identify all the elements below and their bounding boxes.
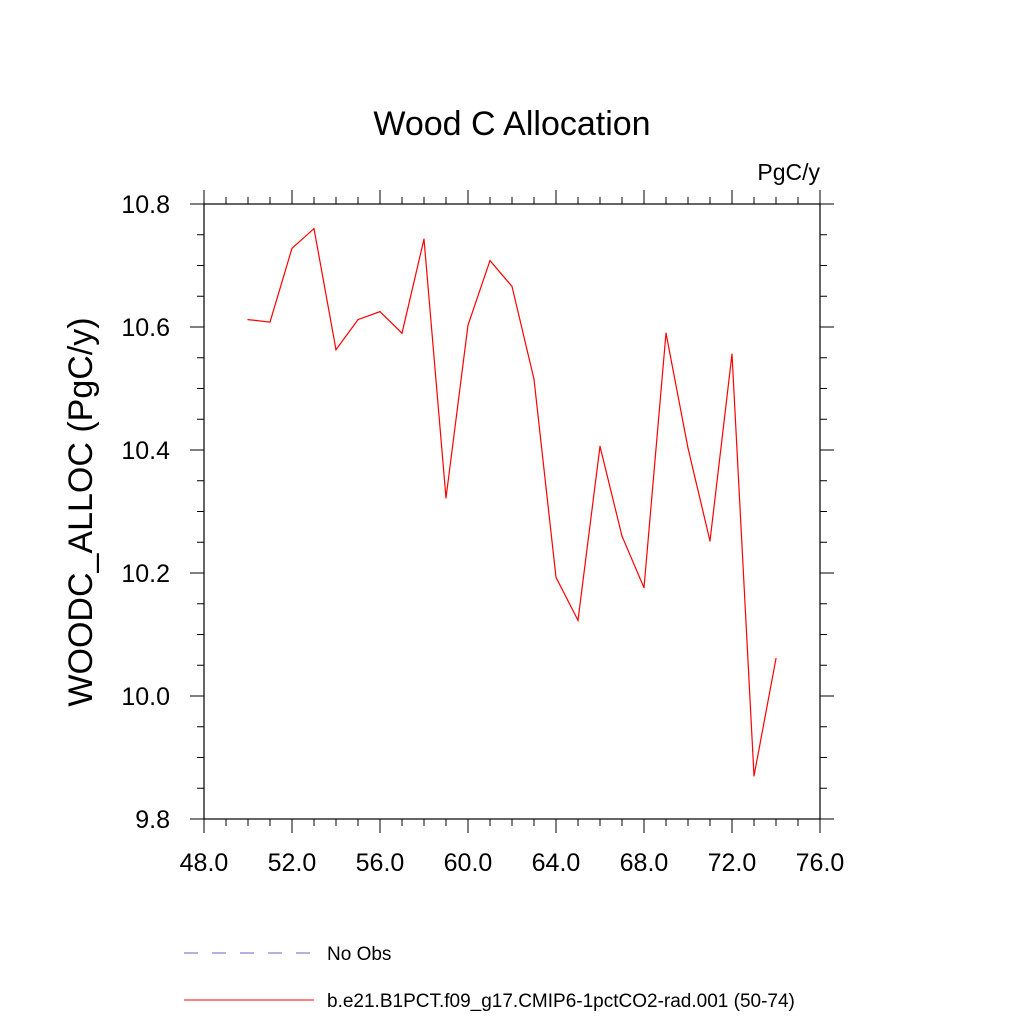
- legend-label-0: No Obs: [327, 944, 391, 965]
- x-tick-label: 76.0: [796, 849, 845, 877]
- data-point: [379, 311, 381, 313]
- chart-title: Wood C Allocation: [373, 105, 650, 143]
- y-axis-label: WOODC_ALLOC (PgC/y): [62, 317, 100, 706]
- x-tick-label: 48.0: [180, 849, 229, 877]
- data-point: [247, 319, 249, 321]
- y-tick-label: 10.6: [121, 314, 170, 342]
- data-point: [511, 285, 513, 288]
- y-tick-label: 9.8: [135, 806, 170, 834]
- x-tick-label: 64.0: [532, 849, 581, 877]
- data-point: [313, 228, 315, 230]
- data-point: [489, 259, 491, 262]
- series-lines: [247, 227, 777, 777]
- y-tick-label: 10.4: [121, 437, 170, 465]
- y-tick-label: 10.0: [121, 683, 170, 711]
- x-tick-label: 68.0: [620, 849, 669, 877]
- data-point: [423, 238, 425, 240]
- data-point: [665, 332, 667, 334]
- data-point: [621, 535, 623, 537]
- plot-frame: [203, 203, 821, 820]
- x-tick-label: 72.0: [708, 849, 757, 877]
- legend: No Obs b.e21.B1PCT.f09_g17.CMIP6-1pctCO2-…: [184, 944, 795, 1012]
- data-point: [555, 576, 557, 578]
- data-point: [335, 349, 337, 351]
- x-tick-label: 52.0: [268, 849, 317, 877]
- data-point: [731, 353, 733, 355]
- x-tick-label: 56.0: [356, 849, 405, 877]
- plot-border: [203, 203, 821, 820]
- x-tick-label: 60.0: [444, 849, 493, 877]
- units-label: PgC/y: [757, 159, 820, 185]
- y-axis-ticks: [190, 203, 834, 820]
- y-axis-tick-labels: 9.8 10.0 10.2 10.4 10.6 10.8: [121, 191, 170, 834]
- data-point: [445, 497, 447, 499]
- data-point: [357, 319, 359, 321]
- data-point: [533, 378, 535, 380]
- data-point: [577, 619, 579, 621]
- x-axis-tick-labels: 48.0 52.0 56.0 60.0 64.0 68.0 72.0 76.0: [180, 849, 845, 877]
- data-point: [643, 587, 645, 589]
- legend-label-1: b.e21.B1PCT.f09_g17.CMIP6-1pctCO2-rad.00…: [327, 991, 795, 1012]
- data-point: [401, 332, 403, 334]
- data-point: [467, 324, 469, 326]
- data-point: [599, 445, 601, 447]
- y-tick-label: 10.8: [121, 191, 170, 219]
- data-point: [753, 775, 755, 777]
- data-point: [291, 247, 293, 249]
- x-axis-ticks: [203, 190, 821, 833]
- y-tick-label: 10.2: [121, 560, 170, 588]
- data-point: [269, 321, 271, 323]
- data-point: [709, 540, 711, 542]
- data-point: [687, 447, 689, 449]
- data-point: [775, 657, 777, 660]
- series-line-1: [247, 227, 777, 777]
